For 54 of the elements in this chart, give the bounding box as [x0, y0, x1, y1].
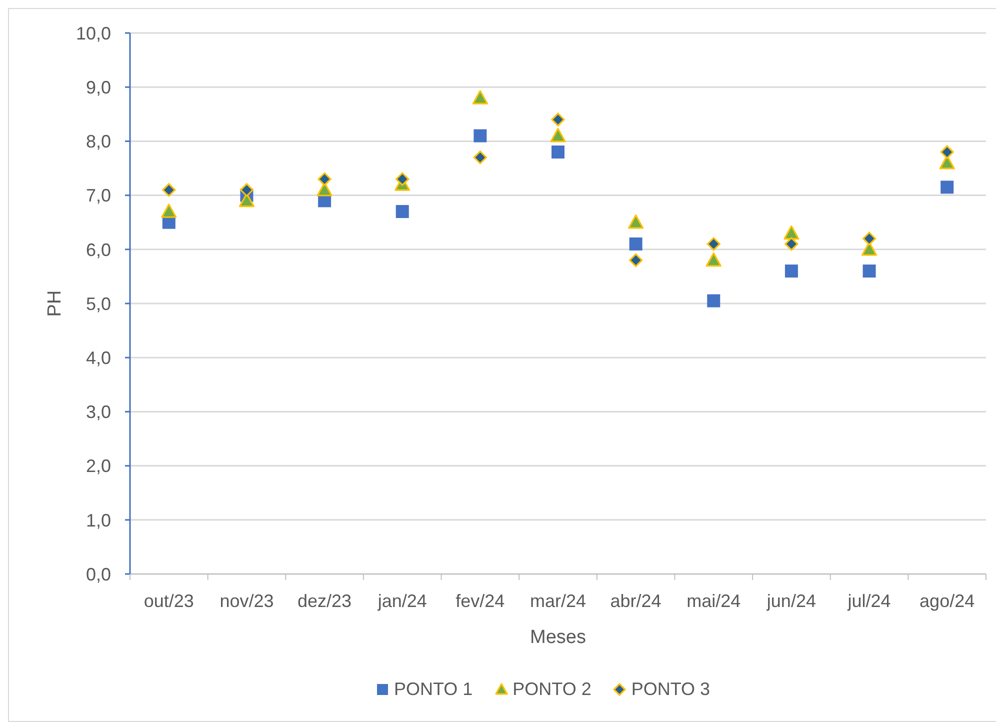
y-tick-label: 9,0 [86, 77, 111, 98]
point [862, 232, 876, 246]
point [396, 205, 409, 218]
point [162, 183, 176, 197]
y-tick-label: 0,0 [86, 564, 111, 584]
point [474, 129, 487, 142]
y-tick-label: 1,0 [86, 510, 111, 530]
y-tick-label: 2,0 [86, 456, 111, 476]
y-tick-label: 3,0 [86, 402, 111, 422]
point [472, 90, 488, 104]
point [707, 294, 720, 308]
y-tick-label: 8,0 [86, 132, 111, 152]
point [551, 112, 565, 126]
point [240, 183, 254, 197]
x-tick-label: ago/24 [920, 591, 975, 611]
point [706, 252, 722, 267]
x-tick-label: fev/24 [456, 591, 505, 611]
point [939, 155, 955, 170]
point [550, 128, 566, 142]
legend-label: PONTO 3 [631, 679, 710, 700]
y-tick-label: 4,0 [86, 348, 111, 368]
x-tick-label: out/23 [144, 591, 194, 611]
point [552, 146, 564, 159]
point [940, 180, 954, 194]
point [628, 214, 644, 229]
y-axis-title: PH [44, 290, 66, 317]
x-tick-label: mai/24 [686, 591, 741, 611]
y-tick-label: 10,0 [76, 23, 111, 44]
point [318, 172, 332, 186]
x-tick-label: jan/24 [376, 591, 427, 611]
point [629, 253, 643, 268]
x-tick-label: nov/23 [220, 591, 274, 611]
y-tick-label: 5,0 [86, 294, 111, 314]
point [473, 150, 487, 164]
legend-label: PONTO 2 [512, 679, 592, 700]
point [629, 237, 642, 250]
x-tick-label: mar/24 [530, 591, 586, 611]
x-tick-label: dez/23 [298, 591, 352, 611]
point [940, 145, 954, 159]
point [706, 237, 720, 251]
point [862, 264, 876, 278]
x-axis-title: Meses [530, 627, 586, 648]
x-tick-label: abr/24 [610, 591, 662, 611]
y-tick-label: 7,0 [86, 186, 111, 206]
point [161, 204, 177, 218]
point [784, 237, 798, 251]
legend-label: PONTO 1 [394, 679, 473, 700]
y-tick-label: 6,0 [86, 240, 111, 260]
x-tick-label: jun/24 [766, 591, 816, 611]
x-tick-label: jul/24 [846, 591, 891, 611]
point [784, 264, 798, 278]
point [396, 172, 410, 186]
point [784, 225, 800, 240]
point [316, 182, 332, 196]
